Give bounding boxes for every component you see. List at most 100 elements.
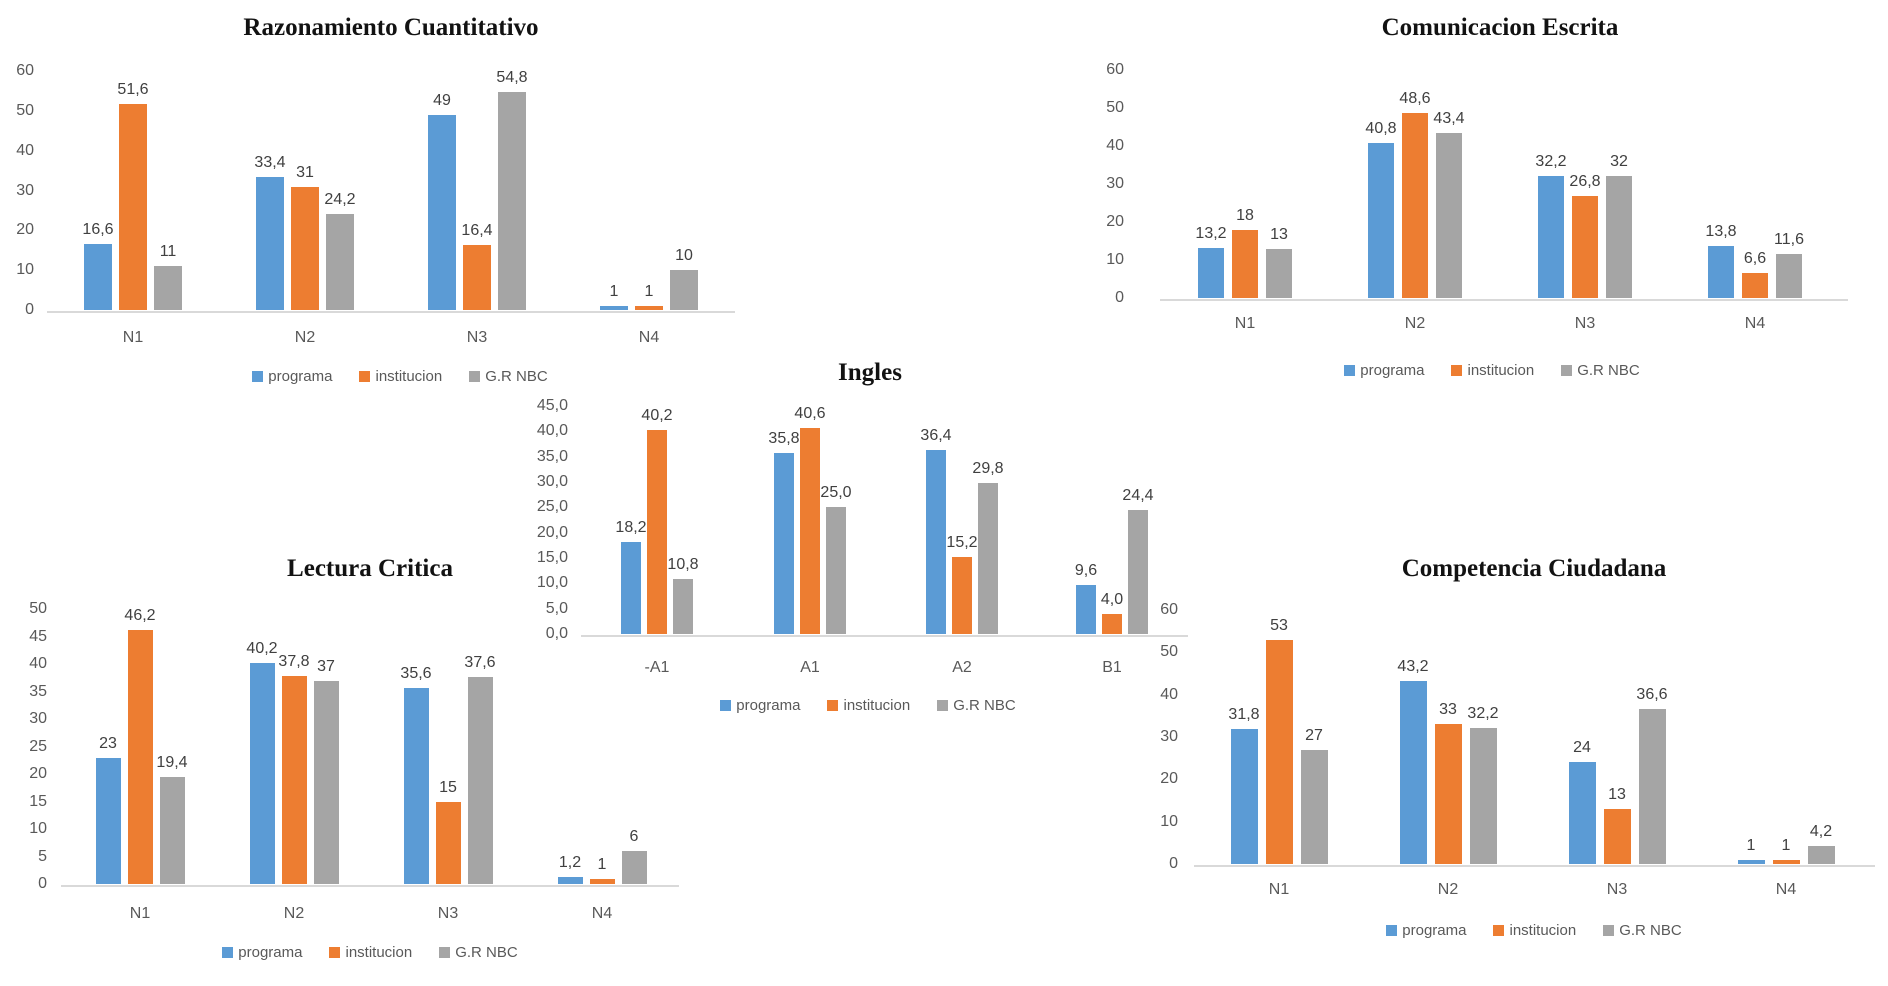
bar-value-label: 35,6 (400, 665, 432, 683)
legend-swatch-programa (1386, 925, 1398, 936)
legend-item-g-r-nbc: G.R NBC (469, 368, 548, 385)
legend-swatch-programa (222, 947, 234, 958)
legend-item-institucion: institucion (1451, 362, 1534, 379)
bar-value-label: 48,6 (1399, 90, 1431, 108)
y-axis-tick-label: 15 (29, 792, 47, 810)
y-axis-tick-label: 15,0 (536, 549, 568, 566)
bar-programa-n3 (1568, 762, 1596, 864)
bar-g-r-nbc-n1 (1300, 749, 1328, 864)
bar-value-label: 37,6 (464, 654, 496, 672)
y-axis-tick-label: 10 (1160, 812, 1178, 830)
y-axis-tick-label: 30,0 (536, 473, 568, 490)
bar-programa-n4 (1737, 859, 1765, 864)
bar-institucion-n1 (119, 104, 147, 310)
bar-programa-n1 (84, 243, 112, 310)
y-axis-tick-label: 25 (29, 737, 47, 755)
legend-item-programa: programa (1386, 922, 1466, 939)
bar-programa-a1 (621, 541, 641, 634)
bar-value-label: 16,4 (461, 221, 493, 239)
y-axis-tick-label: 50 (1160, 643, 1178, 661)
bar-value-label: 32,2 (1467, 704, 1499, 722)
y-axis-tick-label: 20 (29, 765, 47, 782)
bar-value-label: 29,8 (972, 460, 1004, 477)
legend-swatch-institucion (329, 947, 341, 958)
y-axis-tick-label: 40,0 (536, 422, 568, 440)
x-axis-category-label: N3 (1574, 315, 1596, 332)
bar-programa-n4 (557, 877, 583, 884)
legend-item-institucion: institucion (329, 944, 412, 961)
y-axis-tick-label: 10 (29, 820, 47, 837)
bar-value-label: 4,2 (1809, 823, 1833, 841)
bar-value-label: 1 (1781, 836, 1791, 854)
bar-value-label: 32 (1610, 153, 1628, 171)
x-axis-line (61, 885, 679, 887)
legend-label: programa (1360, 362, 1425, 379)
bar-value-label: 26,8 (1569, 173, 1601, 191)
chart-title: Razonamiento Cuantitativo (243, 14, 539, 41)
bar-value-label: 40,6 (794, 405, 826, 423)
x-axis-category-label: A2 (952, 659, 972, 676)
bar-programa-n1 (1198, 247, 1224, 298)
bar-programa-n3 (1538, 175, 1564, 298)
chart-title: Comunicacion Escrita (1381, 14, 1619, 41)
y-axis-tick-label: 20,0 (536, 523, 568, 541)
x-axis-category-label: B1 (1102, 659, 1122, 676)
bar-value-label: 18,2 (615, 518, 647, 536)
x-axis-category-label: N4 (591, 905, 613, 922)
legend-swatch-g-r-nbc (937, 700, 949, 711)
legend-label: G.R NBC (485, 368, 548, 385)
x-axis-category-label: N2 (294, 329, 316, 346)
legend-label: institucion (843, 697, 911, 714)
x-axis-category-label: N2 (1437, 881, 1459, 898)
bar-value-label: 43,2 (1397, 658, 1429, 676)
bar-value-label: 13,2 (1195, 224, 1227, 242)
bar-g-r-nbc-n1 (154, 266, 182, 310)
bar-value-label: 31 (296, 163, 314, 181)
y-axis-tick-label: 40 (1160, 685, 1178, 703)
legend-label: institucion (345, 944, 413, 961)
bar-g-r-nbc-n2 (313, 680, 339, 884)
legend: programa institucion G.R NBC (1232, 362, 1752, 379)
bar-institucion-n4 (1742, 272, 1768, 298)
x-axis-category-label: -A1 (644, 659, 670, 676)
y-axis-tick-label: 5,0 (545, 599, 568, 617)
bar-institucion-n3 (435, 801, 461, 884)
y-axis-tick-label: 30 (1160, 728, 1178, 745)
legend-item-programa: programa (1344, 362, 1424, 379)
bar-value-label: 9,6 (1074, 562, 1098, 580)
bar-value-label: 32,2 (1535, 152, 1567, 170)
bar-value-label: 37,8 (278, 653, 310, 671)
x-axis-category-label: N4 (1775, 881, 1797, 898)
bar-programa-a2 (926, 449, 946, 634)
bar-g-r-nbc-n3 (1606, 176, 1632, 298)
bar-value-label: 36,4 (920, 426, 952, 444)
bar-institucion-n3 (1572, 196, 1598, 298)
bar-g-r-nbc-n4 (1776, 253, 1802, 298)
x-axis-category-label: N2 (283, 905, 305, 922)
bar-institucion-n2 (1434, 724, 1462, 864)
legend-label: institucion (1509, 922, 1577, 939)
bar-g-r-nbc-n2 (326, 213, 354, 310)
legend-item-institucion: institucion (827, 697, 910, 714)
y-axis-tick-label: 35 (29, 682, 47, 700)
bar-programa-b1 (1076, 585, 1096, 634)
bar-value-label: 53 (1270, 616, 1288, 634)
bar-institucion-n3 (463, 244, 491, 310)
bar-value-label: 33 (1439, 701, 1457, 719)
bar-value-label: 49 (433, 91, 451, 109)
chart-title: Competencia Ciudadana (1401, 555, 1667, 582)
legend-item-g-r-nbc: G.R NBC (1561, 362, 1640, 379)
legend-swatch-programa (252, 371, 264, 382)
y-axis-tick-label: 50 (16, 101, 34, 119)
bar-value-label: 4,0 (1100, 590, 1124, 608)
bar-value-label: 40,8 (1365, 119, 1397, 137)
bar-value-label: 46,2 (124, 606, 156, 624)
y-axis-tick-label: 25,0 (536, 498, 568, 516)
legend-label: programa (736, 697, 801, 714)
bar-value-label: 31,8 (1228, 706, 1260, 724)
y-axis-tick-label: 45 (29, 627, 47, 645)
legend-swatch-institucion (1493, 925, 1505, 936)
